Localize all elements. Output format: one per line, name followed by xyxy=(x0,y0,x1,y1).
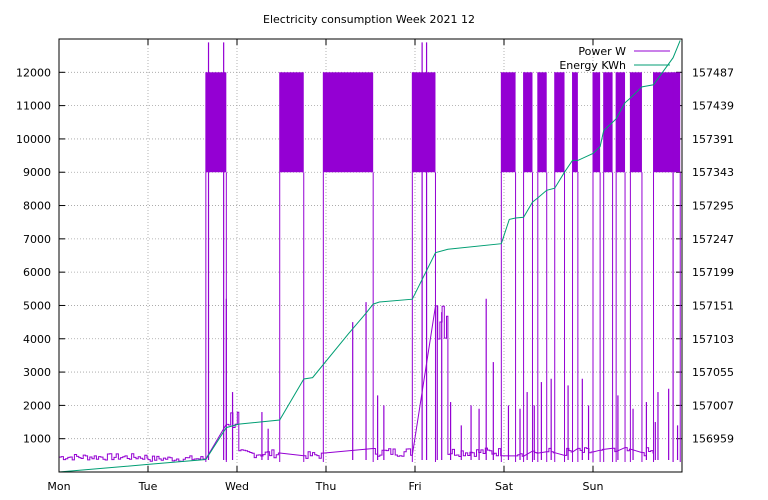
y-left-tick-label: 5000 xyxy=(23,299,51,312)
y-right-tick-label: 157103 xyxy=(692,333,734,346)
power-band xyxy=(572,72,578,173)
y-right-tick-label: 157055 xyxy=(692,366,734,379)
x-tick-label: Fri xyxy=(408,480,421,493)
y-left-tick-label: 4000 xyxy=(23,333,51,346)
x-tick-label: Sat xyxy=(495,480,514,493)
series-energy xyxy=(58,40,681,473)
y-right-tick-label: 157439 xyxy=(692,100,734,113)
x-tick-label: Wed xyxy=(225,480,249,493)
power-band xyxy=(653,72,674,173)
y-left-tick-label: 10000 xyxy=(16,133,51,146)
legend: Power W Energy KWh xyxy=(559,45,670,72)
y-left-tick-label: 8000 xyxy=(23,200,51,213)
x-tick-label: Thu xyxy=(315,480,337,493)
y-left-tick-label: 6000 xyxy=(23,266,51,279)
x-tick-label: Sun xyxy=(583,480,604,493)
legend-label-power: Power W xyxy=(578,45,626,58)
y-right-tick-label: 157007 xyxy=(692,399,734,412)
power-band xyxy=(412,72,436,173)
plot-frame xyxy=(58,38,683,473)
y-right-tick-label: 157487 xyxy=(692,66,734,79)
y-left-tick-label: 2000 xyxy=(23,399,51,412)
power-band xyxy=(323,72,374,173)
energy-line xyxy=(58,40,681,473)
y-axis-right-ticks: 156959 157007 157055 157103 157151 157199 1572… xyxy=(676,66,734,446)
y-right-tick-label: 157247 xyxy=(692,233,734,246)
x-tick-label: Tue xyxy=(138,480,158,493)
power-band xyxy=(630,72,642,173)
y-left-tick-label: 7000 xyxy=(23,233,51,246)
y-left-tick-label: 9000 xyxy=(23,166,51,179)
y-left-tick-label: 3000 xyxy=(23,366,51,379)
y-right-tick-label: 157295 xyxy=(692,200,734,213)
y-right-tick-label: 157391 xyxy=(692,133,734,146)
y-left-tick-label: 1000 xyxy=(23,433,51,446)
x-tick-label: Mon xyxy=(47,480,70,493)
power-band xyxy=(279,72,304,173)
legend-label-energy: Energy KWh xyxy=(559,59,626,72)
y-left-tick-label: 12000 xyxy=(16,66,51,79)
series-power xyxy=(59,42,681,462)
y-axis-left-ticks: 1000 2000 3000 4000 5000 6000 7000 8000 9000 1000… xyxy=(16,66,65,446)
y-right-tick-label: 157199 xyxy=(692,266,734,279)
power-band xyxy=(537,72,547,173)
power-band xyxy=(554,72,565,173)
x-axis-ticks: Mon Tue Wed Thu Fri Sat Sun xyxy=(47,39,603,493)
power-band xyxy=(603,72,613,173)
power-band xyxy=(673,72,681,173)
power-band xyxy=(501,72,516,173)
power-band xyxy=(616,72,626,173)
y-right-tick-label: 157343 xyxy=(692,166,734,179)
power-line xyxy=(59,305,654,462)
power-band xyxy=(593,72,601,173)
y-left-tick-label: 11000 xyxy=(16,100,51,113)
power-band xyxy=(205,72,227,173)
y-right-tick-label: 157151 xyxy=(692,299,734,312)
power-band xyxy=(523,72,533,173)
chart-title: Electricity consumption Week 2021 12 xyxy=(263,13,475,26)
y-right-tick-label: 156959 xyxy=(692,433,734,446)
